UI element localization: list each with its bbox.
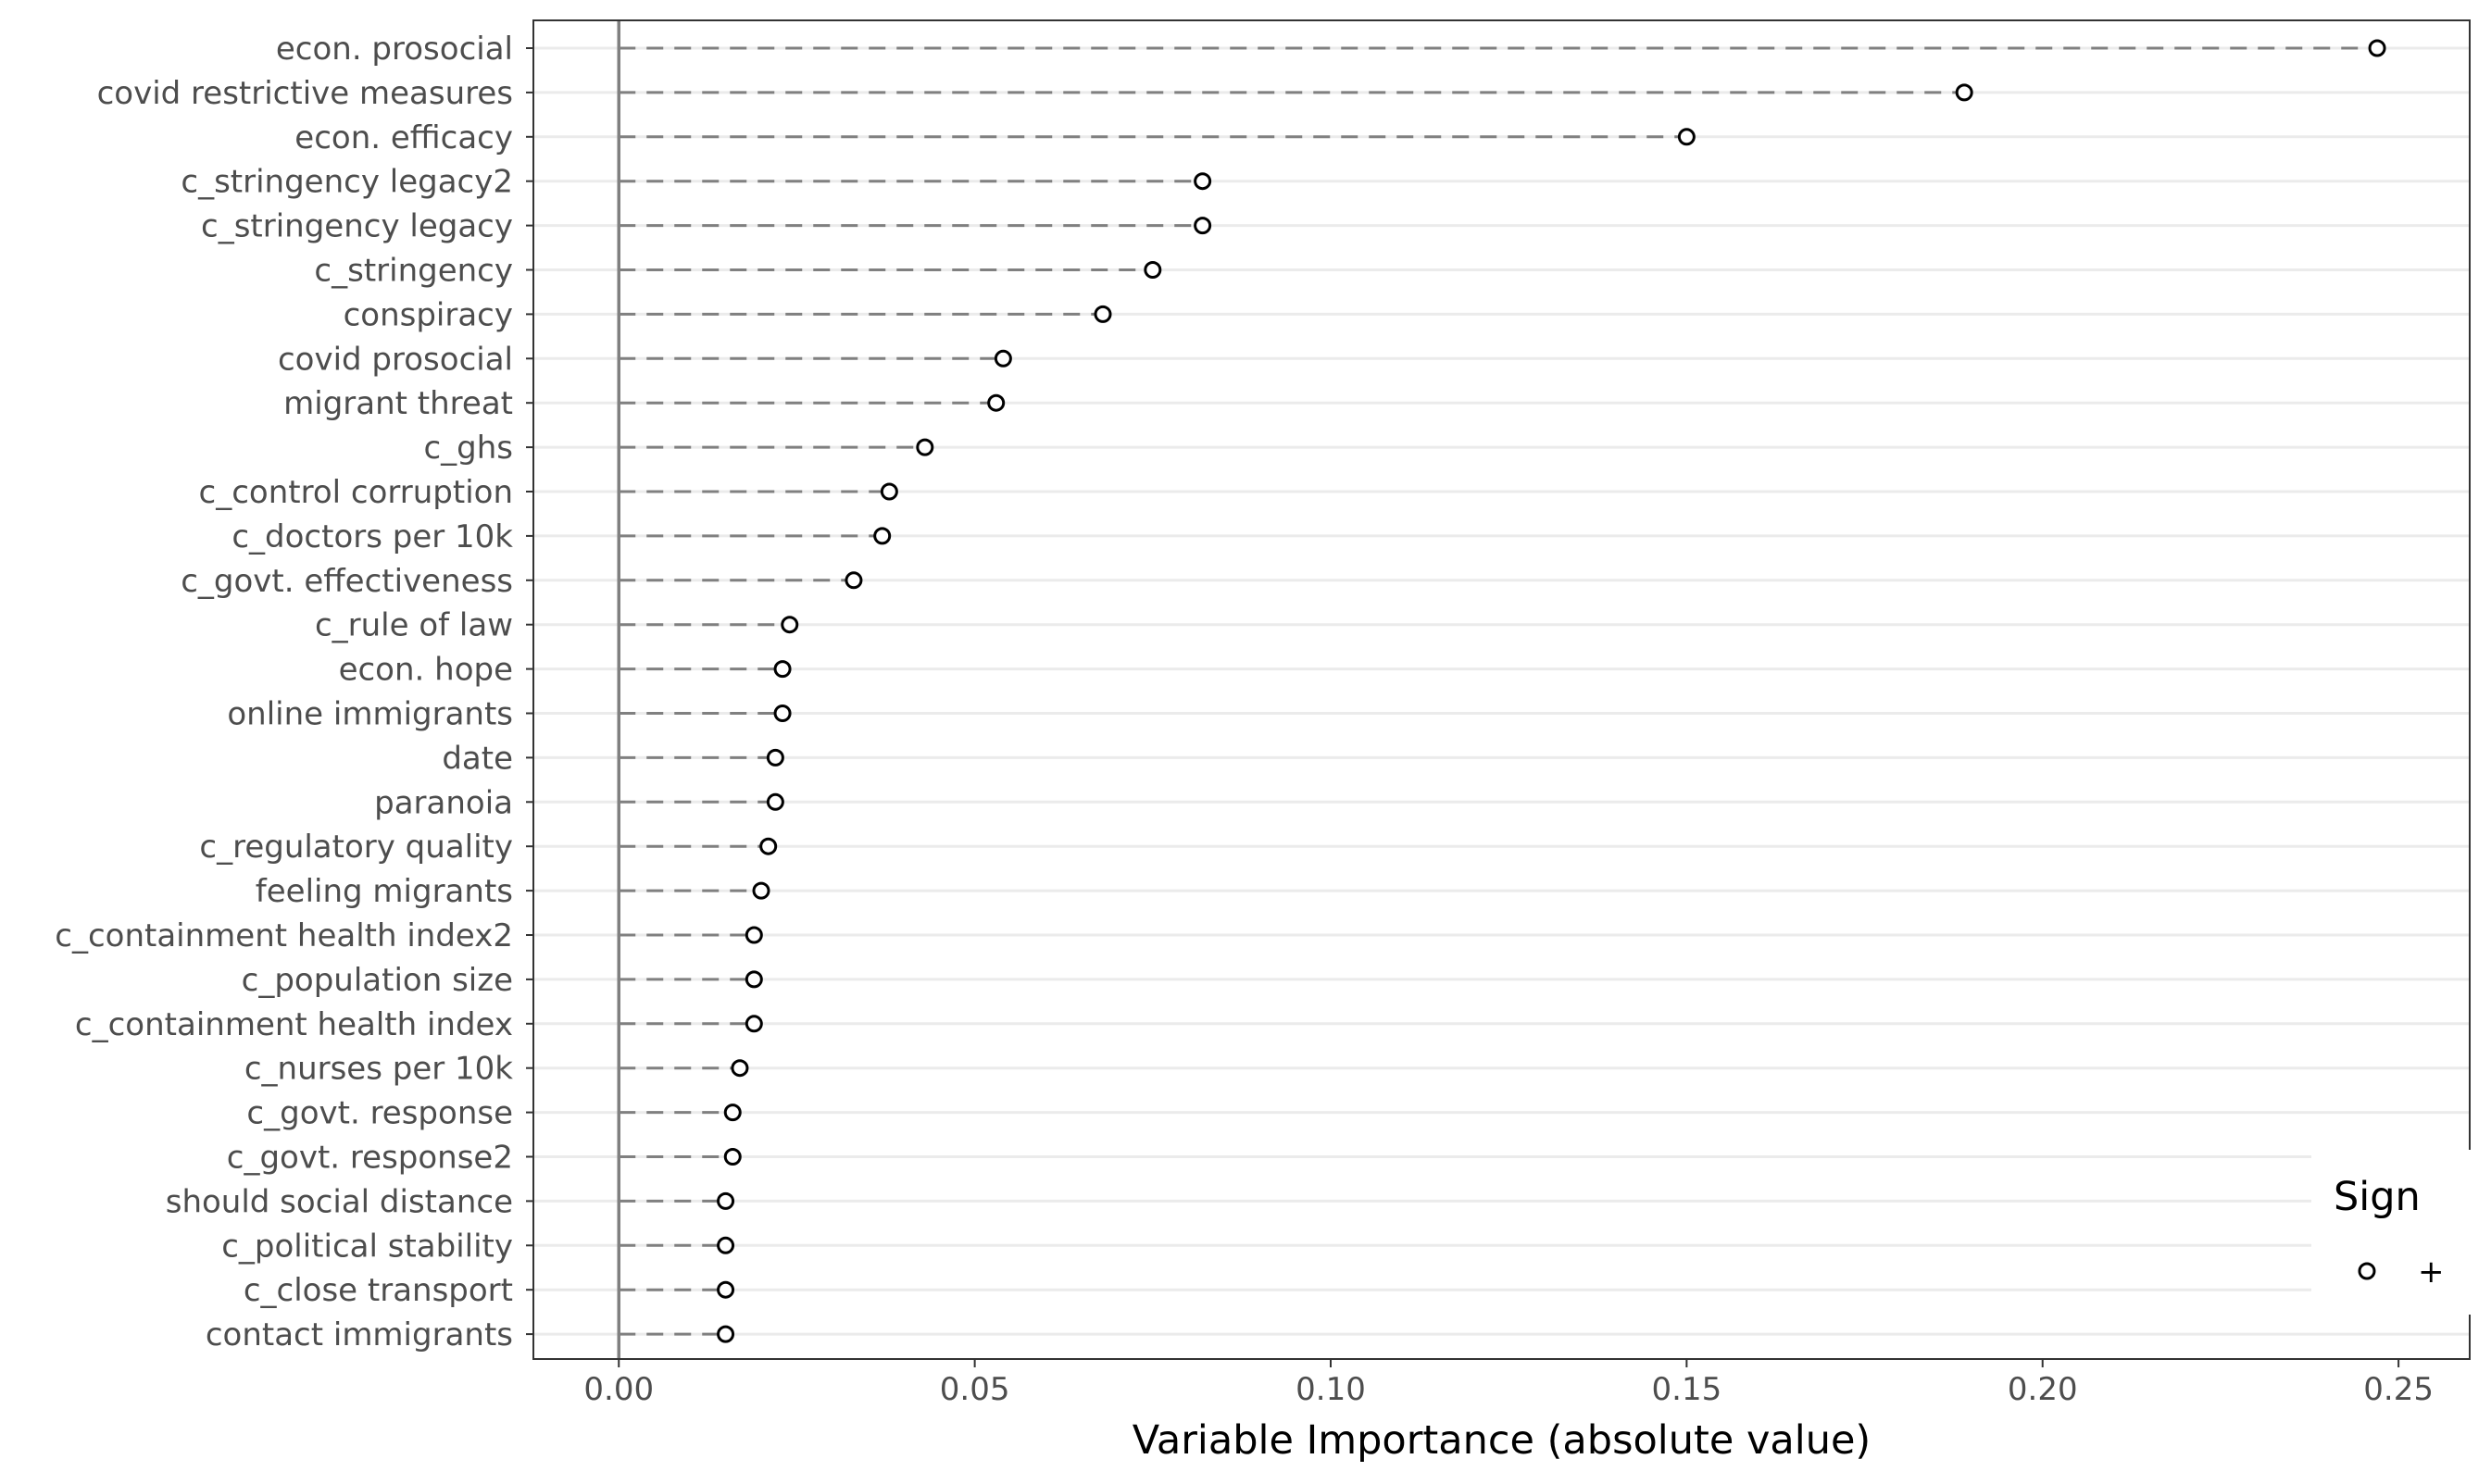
importance-point: [723, 1148, 742, 1166]
y-tick-label: c_stringency: [314, 253, 513, 290]
plot-panel-border: [532, 19, 2471, 1360]
y-tick-label: covid restrictive measures: [97, 75, 513, 112]
y-tick-label: c_population size: [242, 962, 513, 999]
x-axis-ticks: 0.00 0.05 0.10 0.15 0.20 0.25: [583, 1359, 2434, 1408]
x-tick-label: 0.20: [2008, 1371, 2078, 1408]
legend-entry-label: +: [2418, 1253, 2445, 1291]
y-tick-label: feeling migrants: [256, 873, 513, 910]
x-tick-label: 0.25: [2363, 1371, 2434, 1408]
y-tick-label: c_regulatory quality: [199, 829, 513, 866]
y-tick-label: should social distance: [166, 1183, 513, 1220]
importance-point: [781, 616, 799, 634]
importance-point: [2368, 39, 2386, 57]
importance-point: [759, 837, 778, 855]
importance-point: [745, 1015, 763, 1033]
y-tick-label: econ. efficacy: [294, 119, 513, 156]
y-tick-label: c_stringency legacy: [201, 208, 513, 245]
importance-point: [880, 482, 898, 501]
y-tick-label: econ. prosocial: [276, 31, 513, 68]
importance-point: [1677, 128, 1696, 146]
y-tick-label: migrant threat: [283, 385, 513, 422]
importance-point: [916, 438, 934, 456]
y-tick-label: date: [442, 740, 513, 777]
importance-point: [773, 660, 792, 679]
importance-point: [717, 1325, 735, 1343]
importance-point: [766, 748, 784, 767]
legend-title: Sign: [2334, 1174, 2421, 1220]
y-tick-label: c_govt. response: [246, 1095, 513, 1132]
y-tick-label: c_nurses per 10k: [244, 1051, 513, 1088]
gridlines: [533, 46, 2470, 1336]
y-tick-label: c_rule of law: [315, 607, 513, 644]
y-tick-label: contact immigrants: [206, 1316, 513, 1353]
legend: Sign +: [2311, 1150, 2491, 1315]
x-tick-label: 0.05: [940, 1371, 1010, 1408]
y-tick-label: c_political stability: [221, 1228, 513, 1265]
y-axis-labels: econ. prosocial covid restrictive measure…: [55, 31, 533, 1353]
data-points: [717, 39, 2386, 1343]
y-tick-label: c_close transport: [244, 1272, 513, 1309]
importance-point: [873, 527, 892, 545]
importance-point: [731, 1059, 749, 1078]
legend-entries: +: [2358, 1253, 2445, 1291]
legend-key-circle: [2358, 1262, 2376, 1280]
y-tick-label: c_govt. effectiveness: [181, 563, 513, 600]
y-tick-label: c_containment health index2: [55, 917, 513, 954]
y-tick-label: conspiracy: [344, 296, 513, 333]
importance-point: [773, 705, 792, 722]
y-tick-label: paranoia: [374, 784, 513, 821]
importance-point: [717, 1191, 735, 1210]
importance-point: [745, 970, 763, 989]
y-tick-label: c_doctors per 10k: [232, 518, 513, 555]
y-tick-label: c_ghs: [423, 430, 513, 467]
y-tick-label: covid prosocial: [278, 341, 513, 378]
y-tick-label: econ. hope: [339, 652, 513, 689]
x-tick-label: 0.00: [583, 1371, 654, 1408]
importance-point: [1094, 305, 1112, 323]
importance-point: [1955, 83, 1973, 102]
y-tick-label: c_stringency legacy2: [181, 164, 513, 201]
importance-point: [745, 926, 763, 944]
importance-point: [987, 393, 1006, 412]
importance-point: [717, 1280, 735, 1299]
y-tick-label: c_control corruption: [199, 474, 513, 511]
y-tick-label: online immigrants: [227, 696, 513, 733]
importance-point: [1194, 172, 1212, 191]
importance-point: [752, 881, 770, 900]
importance-point: [723, 1104, 742, 1122]
y-tick-label: c_govt. response2: [227, 1140, 513, 1177]
y-tick-label: c_containment health index: [75, 1006, 513, 1043]
legend-background: [2311, 1150, 2491, 1315]
x-tick-label: 0.10: [1296, 1371, 1366, 1408]
importance-point: [766, 792, 784, 811]
importance-point: [1194, 217, 1212, 235]
dashed-segments: [619, 46, 2378, 1336]
importance-point: [994, 349, 1012, 368]
importance-point: [1144, 261, 1162, 279]
importance-point: [717, 1236, 735, 1254]
x-axis-title: Variable Importance (absolute value): [1133, 1417, 1871, 1464]
x-tick-label: 0.15: [1652, 1371, 1722, 1408]
importance-point: [845, 571, 863, 590]
